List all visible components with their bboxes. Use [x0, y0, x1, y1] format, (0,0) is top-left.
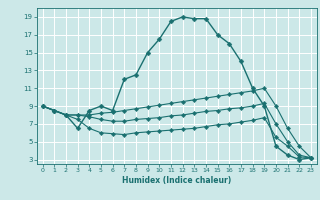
X-axis label: Humidex (Indice chaleur): Humidex (Indice chaleur): [122, 176, 231, 185]
